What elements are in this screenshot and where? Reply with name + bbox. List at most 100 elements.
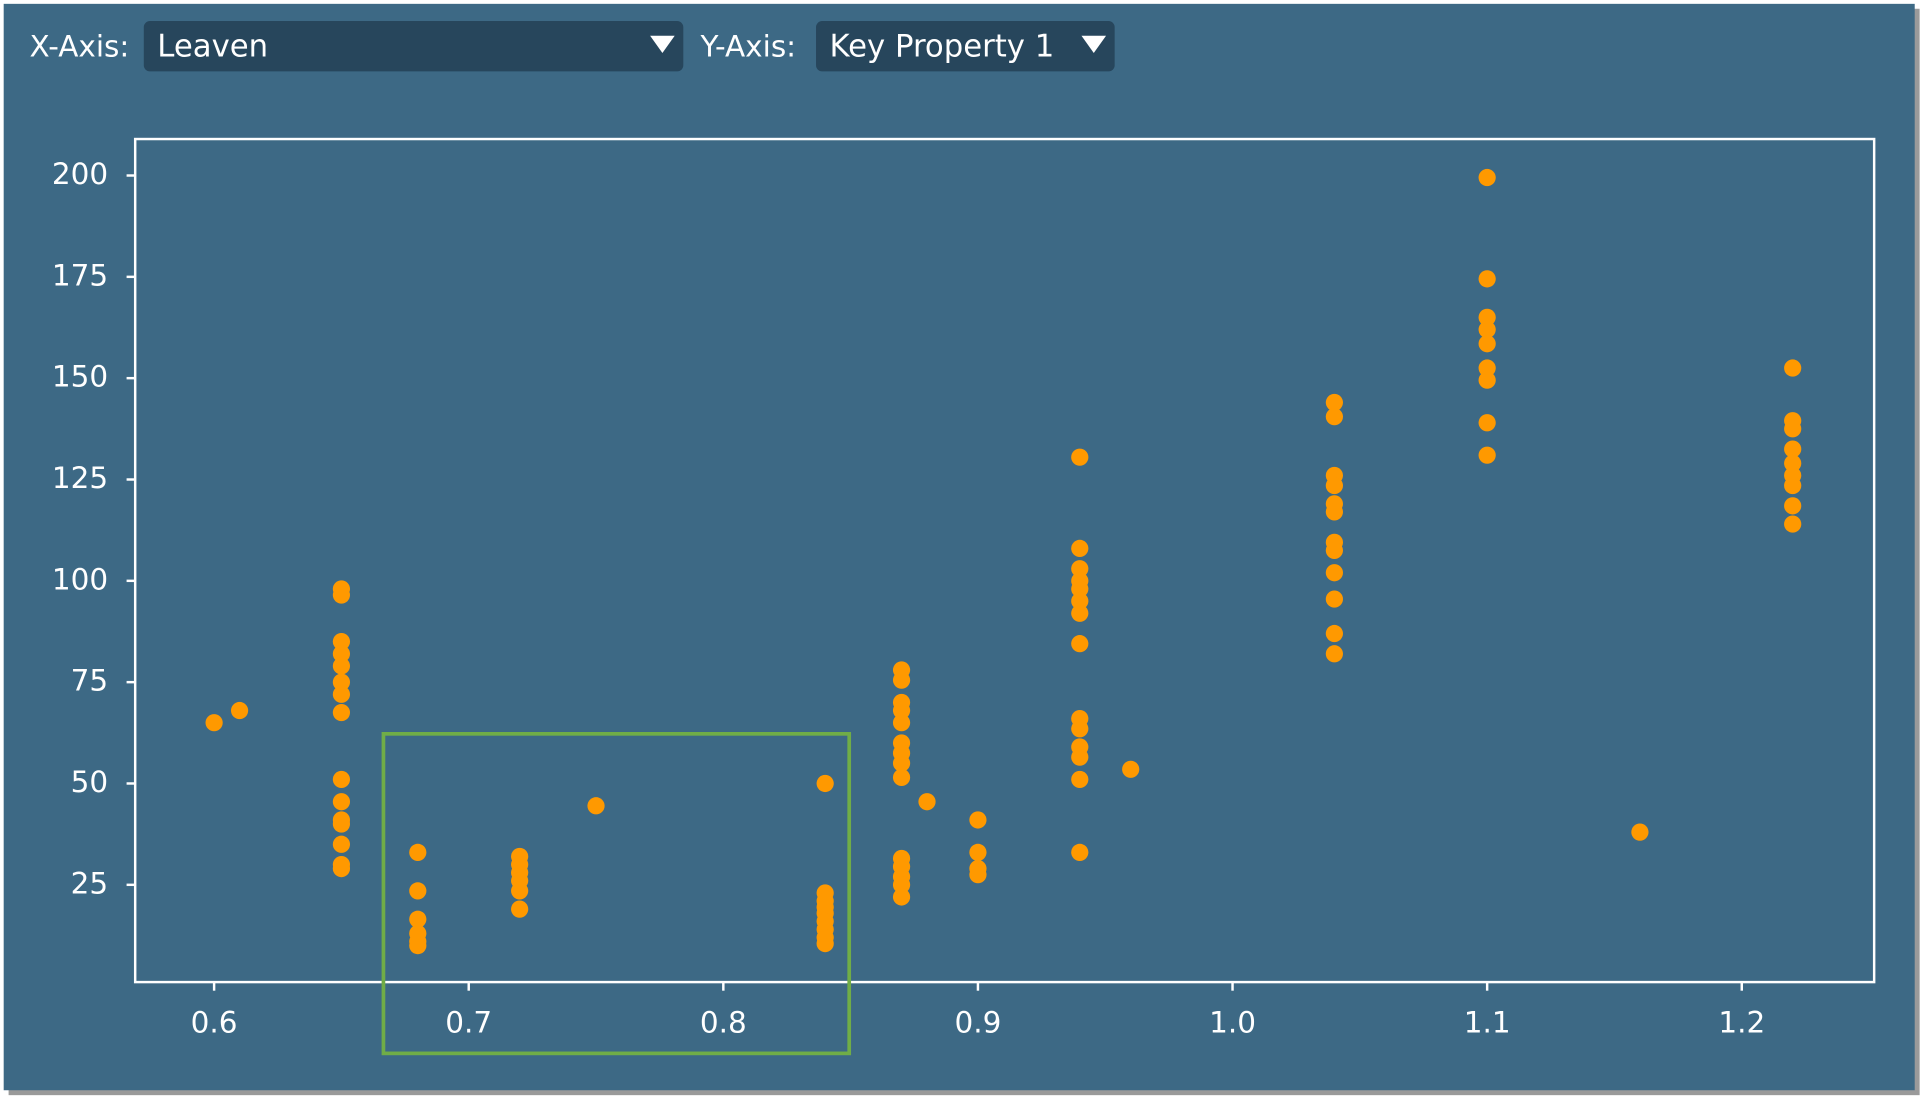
- point: [969, 843, 987, 861]
- y-tick-label: 125: [52, 461, 108, 495]
- x-tick-label: 0.7: [445, 1005, 492, 1039]
- point: [1325, 624, 1343, 643]
- highlight-box: [381, 731, 852, 1056]
- point: [1071, 539, 1089, 558]
- point: [892, 701, 911, 720]
- point: [332, 703, 351, 722]
- point: [969, 866, 987, 884]
- point: [969, 811, 987, 829]
- y-axis-dropdown[interactable]: Key Property 1: [816, 21, 1115, 72]
- point: [332, 657, 351, 675]
- point: [1478, 446, 1496, 464]
- point: [892, 876, 911, 894]
- point: [332, 645, 351, 663]
- point: [1325, 476, 1343, 495]
- point: [1478, 168, 1496, 187]
- point: [1071, 635, 1089, 653]
- point: [1325, 590, 1343, 608]
- point: [1071, 720, 1089, 738]
- point: [332, 835, 351, 853]
- point: [1478, 359, 1496, 377]
- point: [332, 860, 351, 878]
- y-axis-label: Y-Axis:: [700, 30, 797, 64]
- dropdown-box[interactable]: [816, 21, 1115, 72]
- point: [1325, 393, 1343, 412]
- point: [332, 673, 351, 691]
- point: [1784, 440, 1802, 458]
- point: [230, 701, 249, 720]
- x-tick-label: 0.9: [954, 1005, 1001, 1039]
- point: [892, 754, 911, 772]
- point: [892, 768, 911, 787]
- point: [332, 770, 351, 789]
- point: [332, 685, 351, 703]
- x-tick-label: 1.0: [1209, 1005, 1256, 1039]
- x-tick-label: 0.6: [191, 1005, 238, 1039]
- y-tick-label: 25: [71, 866, 109, 900]
- x-tick-label: 1.2: [1718, 1005, 1765, 1039]
- point: [1325, 564, 1343, 582]
- point: [332, 815, 351, 833]
- point: [1478, 270, 1496, 288]
- dropdown-value[interactable]: Key Property 1: [830, 29, 1055, 65]
- dropdown-arrow[interactable]: [650, 35, 675, 54]
- y-tick-label: 75: [71, 664, 109, 698]
- x-axis-label: X-Axis:: [29, 30, 129, 64]
- point: [1478, 335, 1496, 353]
- point: [918, 793, 936, 811]
- x-tick-label: 0.8: [700, 1005, 747, 1039]
- point: [892, 671, 911, 689]
- point: [1784, 420, 1802, 438]
- point: [1478, 320, 1496, 339]
- point: [1631, 823, 1649, 841]
- point: [332, 633, 351, 651]
- point: [587, 797, 605, 815]
- point: [1784, 497, 1802, 515]
- point: [892, 888, 911, 906]
- point: [1071, 580, 1089, 598]
- point: [1325, 408, 1343, 426]
- dropdown-value[interactable]: Leaven: [157, 29, 268, 65]
- dropdown-box[interactable]: [143, 21, 684, 72]
- point: [1478, 414, 1496, 432]
- point: [1325, 645, 1343, 663]
- point: [511, 900, 529, 918]
- point: [1071, 770, 1089, 789]
- x-axis-dropdown[interactable]: Leaven: [143, 21, 684, 72]
- point: [1122, 760, 1140, 778]
- x-tick-label: 1.1: [1464, 1005, 1511, 1039]
- point: [1071, 748, 1089, 766]
- point: [1784, 454, 1802, 472]
- y-tick-label: 200: [52, 157, 108, 191]
- point: [409, 843, 427, 861]
- panel: [3, 3, 1915, 1091]
- point: [1784, 359, 1802, 377]
- point: [1478, 371, 1496, 389]
- point: [332, 586, 351, 604]
- point: [332, 793, 351, 811]
- y-tick-label: 150: [52, 360, 108, 394]
- plot-frame: [133, 137, 1876, 984]
- y-tick-label: 100: [52, 562, 108, 596]
- point: [816, 934, 834, 953]
- point: [1325, 541, 1343, 560]
- dropdown-arrow[interactable]: [1081, 35, 1107, 54]
- point: [205, 714, 223, 732]
- point: [1478, 308, 1496, 326]
- point: [1784, 476, 1802, 495]
- point: [892, 714, 911, 732]
- point: [511, 882, 529, 900]
- point: [1071, 604, 1089, 622]
- y-tick-label: 50: [71, 765, 109, 799]
- point: [816, 774, 834, 793]
- point: [1071, 592, 1089, 610]
- point: [1784, 515, 1802, 533]
- point: [1071, 843, 1089, 861]
- point: [409, 937, 427, 955]
- plot-area: 25 50 75 100 125 150 175 200 0.6 0.7 0.8 0.9 1.0 1.1 1…: [52, 157, 1802, 1039]
- point: [409, 882, 427, 900]
- point: [1071, 560, 1089, 578]
- point: [1071, 448, 1089, 466]
